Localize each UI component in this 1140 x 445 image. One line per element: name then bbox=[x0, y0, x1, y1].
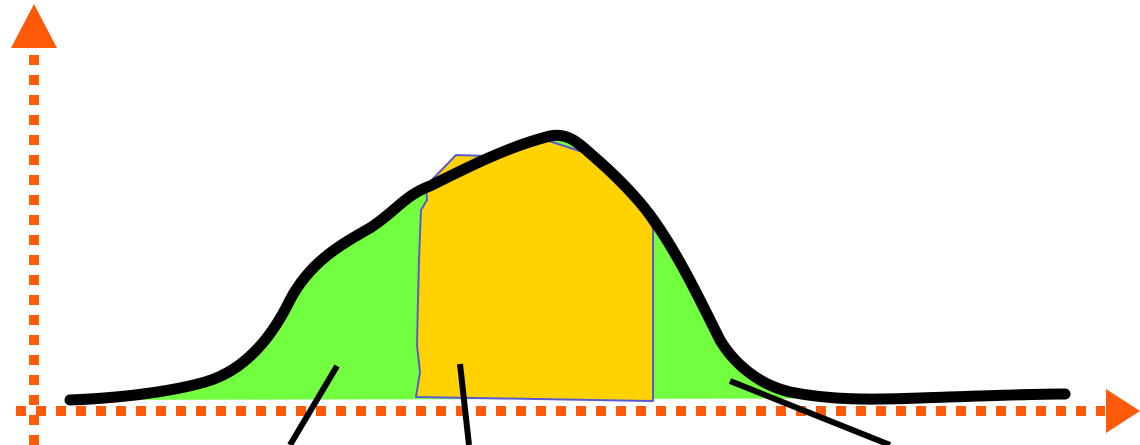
x-axis-arrowhead bbox=[1106, 389, 1140, 433]
leader-line-left bbox=[287, 364, 340, 445]
y-axis-arrowhead bbox=[11, 4, 57, 48]
bell-curve-line bbox=[64, 129, 1071, 406]
leader-line-right bbox=[728, 378, 892, 445]
leader-line-center bbox=[457, 363, 472, 445]
